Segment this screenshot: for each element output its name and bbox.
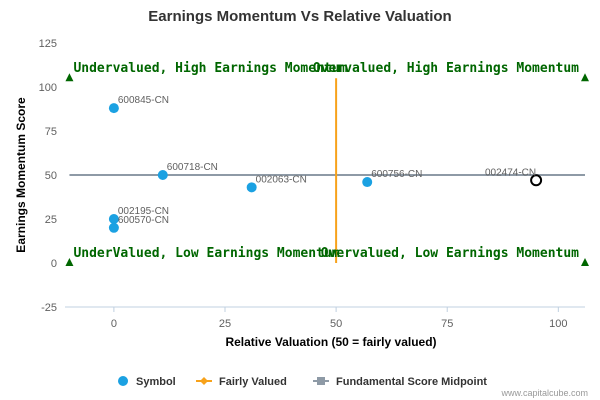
quadrant-marker-triangle (65, 258, 74, 266)
quadrant-labels: Undervalued, High Earnings MomentumOverv… (65, 61, 589, 266)
y-tick-label: 0 (51, 258, 57, 270)
legend-fairly-valued-label: Fairly Valued (219, 376, 287, 388)
legend-item-fairly-valued[interactable]: Fairly Valued (196, 376, 287, 388)
data-point[interactable] (108, 222, 119, 233)
x-axis: 0 25 50 75 100 Relative Valuation (50 = fair… (65, 306, 585, 349)
x-tick-label: 25 (219, 318, 231, 330)
data-point-label: 002195-CN (118, 206, 169, 217)
quadrant-label: UnderValued, Low Earnings Momentum (73, 246, 339, 261)
y-tick-label: -25 (41, 302, 57, 314)
y-tick-label: 100 (39, 82, 57, 94)
legend-symbol-label: Symbol (136, 376, 176, 388)
data-point-label: 600570-CN (118, 215, 169, 226)
x-tick-labels: 0 25 50 75 100 (111, 307, 568, 330)
data-point[interactable] (362, 177, 373, 188)
data-point-label: 600718-CN (167, 162, 218, 173)
quadrant-label: Undervalued, High Earnings Momentum (73, 61, 347, 76)
y-tick-label: 25 (45, 214, 57, 226)
chart-title: Earnings Momentum Vs Relative Valuation (148, 8, 451, 25)
quadrant-marker-triangle (581, 258, 589, 266)
y-tick-label: 75 (45, 126, 57, 138)
quadrant-marker-triangle (581, 73, 589, 82)
legend-midpoint-marker (317, 377, 325, 385)
legend-symbol-marker (118, 376, 128, 386)
legend-item-fundamental-score-midpoint[interactable]: Fundamental Score Midpoint (313, 376, 487, 388)
quadrant-label: Overvalued, Low Earnings Momentum (321, 246, 579, 261)
credit-text: www.capitalcube.com (500, 388, 588, 398)
quadrant-marker-triangle (65, 73, 74, 82)
data-point-label: 600845-CN (118, 95, 169, 106)
x-tick-label: 0 (111, 318, 117, 330)
y-axis: -25 0 25 50 75 100 125 Earnings Momentum Score (14, 38, 57, 314)
legend-fairly-valued-marker (200, 377, 208, 385)
data-point-label: 002474-CN (485, 167, 536, 178)
data-points: 600845-CN 600718-CN 002063-CN 600756-CN 0021… (108, 95, 543, 233)
y-tick-labels: -25 0 25 50 75 100 125 (39, 38, 57, 314)
y-tick-label: 125 (39, 38, 57, 50)
legend: Symbol Fairly Valued Fundamental Score M… (118, 376, 487, 388)
data-point[interactable] (108, 103, 119, 114)
data-point-highlighted[interactable] (530, 174, 543, 187)
data-point[interactable] (246, 182, 257, 193)
quadrant-label: Overvalued, High Earnings Momentum (313, 61, 579, 76)
y-tick-label: 50 (45, 170, 57, 182)
legend-item-symbol[interactable]: Symbol (118, 376, 176, 388)
legend-midpoint-label: Fundamental Score Midpoint (336, 376, 487, 388)
data-point-label: 002063-CN (256, 174, 307, 185)
x-tick-label: 75 (441, 318, 453, 330)
data-point[interactable] (157, 170, 168, 180)
reference-lines (69, 78, 585, 263)
x-axis-title: Relative Valuation (50 = fairly valued) (225, 335, 436, 349)
x-tick-label: 50 (330, 318, 342, 330)
y-axis-title: Earnings Momentum Score (14, 97, 28, 253)
data-point-label: 600756-CN (371, 169, 422, 180)
data-point[interactable] (108, 214, 119, 224)
x-tick-label: 100 (549, 318, 567, 330)
